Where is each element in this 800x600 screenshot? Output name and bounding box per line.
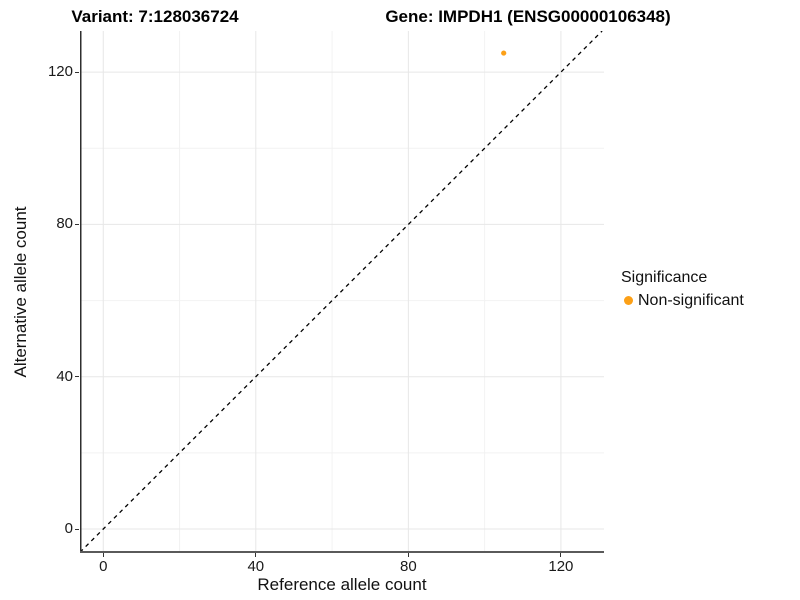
x-tick-label: 80 <box>400 558 417 575</box>
y-tick-label: 120 <box>47 63 73 81</box>
identity-reference-line <box>80 31 603 553</box>
y-axis-tick <box>75 528 79 530</box>
legend-items: Non-significant <box>621 291 796 310</box>
legend-item-non-significant: Non-significant <box>621 291 796 310</box>
plot-title-gene: Gene: IMPDH1 (ENSG00000106348) <box>385 7 671 26</box>
legend-point-icon <box>624 296 633 305</box>
x-tick-label: 40 <box>247 558 265 575</box>
y-tick-label: 80 <box>56 215 73 233</box>
y-tick-label: 40 <box>56 367 73 385</box>
x-tick-label: 0 <box>99 558 108 575</box>
x-axis-title: Reference allele count <box>257 575 427 594</box>
y-tick-label: 0 <box>64 520 73 537</box>
legend: Significance Non-significant <box>621 268 796 310</box>
y-axis-tick <box>75 376 79 378</box>
x-axis-tick <box>407 553 409 557</box>
data-point <box>501 50 507 56</box>
x-tick-label: 120 <box>548 558 574 575</box>
legend-item-label: Non-significant <box>638 292 744 309</box>
x-axis-tick <box>560 553 562 557</box>
x-axis-tick <box>255 553 257 557</box>
plot-panel <box>80 31 604 553</box>
x-axis-tick <box>102 553 104 557</box>
y-axis-tick <box>75 223 79 225</box>
y-axis-tick <box>75 71 79 73</box>
plot-area-svg <box>80 31 604 553</box>
legend-title: Significance <box>621 269 708 286</box>
plot-title-variant: Variant: 7:128036724 <box>71 7 239 26</box>
